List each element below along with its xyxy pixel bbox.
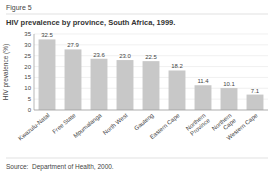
data-label: 11.4 (197, 78, 209, 84)
data-label: 7.1 (251, 88, 260, 94)
y-tick-label: 10 (24, 85, 31, 91)
x-axis (34, 110, 268, 111)
y-tick-label: 20 (24, 64, 31, 70)
x-tick-label-line: Eastern Cape (149, 112, 181, 141)
x-tick-label: Mpumalanga (72, 112, 103, 139)
y-tick-label: 0 (28, 107, 32, 113)
y-tick-label: 5 (28, 96, 32, 102)
x-tick-label-line: Province (189, 117, 211, 137)
bar (195, 85, 212, 110)
data-label: 23.6 (93, 52, 105, 58)
data-label: 10.1 (223, 81, 235, 87)
y-tick-label: 35 (24, 31, 31, 37)
bar (117, 60, 134, 110)
x-tick-label-line: Kwazulu-Natal (17, 112, 50, 141)
data-label: 23.0 (119, 53, 131, 59)
x-tick-label: Gauteng (133, 112, 154, 131)
bar (247, 95, 264, 110)
rule (6, 14, 268, 15)
data-label: 27.9 (67, 42, 79, 48)
y-tick-label: 30 (24, 42, 31, 48)
x-tick-label: Western Cape (225, 112, 259, 142)
x-tick-label: NorthernProvince (185, 112, 211, 137)
x-tick-label: Free State (51, 112, 77, 135)
x-tick-label-line: Western Cape (225, 112, 259, 142)
y-axis-label: HIV prevalence (%) (2, 44, 10, 100)
figure-label: Figure 5 (6, 4, 32, 12)
data-label: 18.2 (171, 63, 183, 69)
data-label: 22.5 (145, 54, 157, 60)
title: HIV prevalence by province, South Africa… (6, 18, 175, 27)
data-label: 32.5 (41, 32, 53, 38)
bar (169, 70, 186, 110)
bars (39, 39, 264, 110)
x-tick-label-line: Free State (51, 112, 77, 135)
x-tick-label: Kwazulu-Natal (17, 112, 50, 141)
bar (91, 59, 108, 110)
grid-line (34, 34, 268, 35)
bar (65, 49, 82, 110)
y-axis (34, 34, 35, 110)
x-tick-label-line: Gauteng (133, 112, 154, 131)
x-tick-label-line: North West (102, 112, 129, 136)
x-tick-label-line: Mpumalanga (72, 112, 103, 139)
grid-line (34, 110, 268, 111)
y-tick-label: 15 (24, 74, 31, 80)
bar (221, 88, 238, 110)
chart-container: Figure 5 HIV prevalence by province, Sout… (0, 0, 274, 184)
x-tick-label: Eastern Cape (149, 112, 181, 141)
bar (39, 39, 56, 110)
chart: Figure 5 HIV prevalence by province, Sout… (0, 0, 274, 184)
x-tick-label: North West (102, 112, 129, 136)
bar (143, 61, 160, 110)
y-tick-label: 25 (24, 53, 31, 59)
rule (6, 158, 268, 159)
source: Source: Department of Health, 2000. (6, 163, 114, 171)
